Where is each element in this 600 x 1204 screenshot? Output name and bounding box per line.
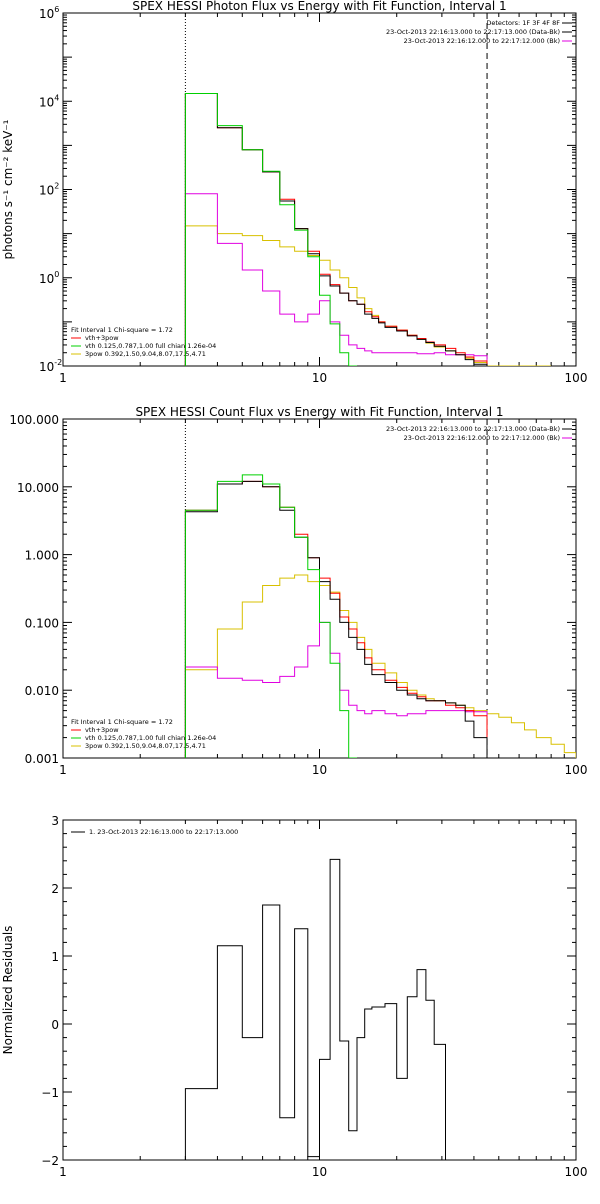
y-tick-label: 10.000: [17, 481, 59, 495]
chart-title: SPEX HESSI Photon Flux vs Energy with Fi…: [132, 0, 506, 13]
x-tick-label: 100: [565, 371, 588, 385]
series-vth-3pow-line: [184, 480, 488, 758]
series-vth-line: [184, 474, 357, 758]
y-axis-label: Normalized Residuals: [1, 926, 15, 1055]
y-tick-label: 100.000: [9, 413, 59, 427]
y-tick-label: 0: [51, 1018, 59, 1032]
legend-top-entry: 23-Oct-2013 22:16:13.000 to 22:17:13.000…: [386, 28, 560, 36]
panel-3: 1 10 100 −2 −1 0 1 2 3 Normalized Residuals 1. 23-…: [1, 814, 587, 1179]
series-background-line: [184, 193, 488, 366]
y-tick-label: 1.000: [25, 549, 59, 563]
legend-top-entry: 23-Oct-2013 22:16:12.000 to 22:17:12.000…: [404, 434, 560, 442]
y-tick-label: 0.001: [25, 752, 59, 766]
legend-bottom-entry: Fit Interval 1 Chi-square = 1.72: [71, 718, 173, 726]
series-vth-3pow-line: [184, 93, 488, 366]
y-tick-label: 102: [39, 182, 59, 198]
legend-bottom-entry: 3pow 0.392,1.50,9.04,8.07,17.5,4.71: [85, 742, 206, 750]
y-tick-label: 1: [51, 950, 59, 964]
series-vth-line: [184, 93, 357, 366]
series-group: [184, 93, 552, 366]
series-data-line: [184, 480, 488, 758]
series-data-line: [184, 93, 488, 366]
y-tick-label: 100: [39, 270, 59, 286]
y-tick-label: 106: [39, 5, 59, 21]
y-tick-label: −2: [41, 1154, 59, 1168]
x-tick-label: 100: [565, 1165, 588, 1179]
x-tick-label: 10: [312, 1165, 327, 1179]
legend-bottom-entry: vth 0.125,0.787,1.00 full chian 1.26e-04: [85, 342, 216, 350]
x-tick-label: 1: [59, 763, 67, 777]
legend-bottom-entry: vth+3pow: [85, 726, 119, 734]
series-3pow-line: [184, 574, 576, 758]
y-tick-label: 0.010: [25, 684, 59, 698]
x-tick-label: 1: [59, 371, 67, 385]
chart-title: SPEX HESSI Count Flux vs Energy with Fit…: [135, 405, 503, 419]
series-background-line: [184, 621, 488, 758]
legend-bottom-entry: 3pow 0.392,1.50,9.04,8.07,17.5,4.71: [85, 350, 206, 358]
y-tick-label: 104: [39, 93, 59, 109]
x-tick-label: 10: [312, 371, 327, 385]
series-group: [184, 474, 576, 758]
y-tick-label: −1: [41, 1086, 59, 1100]
legend-bottom-entry: Fit Interval 1 Chi-square = 1.72: [71, 326, 173, 334]
panel-1: SPEX HESSI Photon Flux vs Energy with Fi…: [1, 0, 587, 385]
legend-top-entry: 23-Oct-2013 22:16:12.000 to 22:17:12.000…: [404, 37, 560, 45]
x-tick-label: 100: [565, 763, 588, 777]
y-axis-label: photons s⁻¹ cm⁻² keV⁻¹: [1, 119, 15, 259]
legend-top-entry: 23-Oct-2013 22:16:13.000 to 22:17:13.000…: [386, 425, 560, 433]
y-tick-label: 3: [51, 814, 59, 828]
x-tick-label: 10: [312, 763, 327, 777]
series-3pow-line: [184, 225, 552, 366]
legend-bottom-entry: vth+3pow: [85, 334, 119, 342]
legend-top-entry: Detectors: 1F 3F 4F 8F: [486, 19, 560, 27]
panel-2: SPEX HESSI Count Flux vs Energy with Fit…: [9, 405, 587, 777]
x-tick-label: 1: [59, 1165, 67, 1179]
y-tick-label: 10-2: [39, 358, 62, 374]
legend-bottom-entry: vth 0.125,0.787,1.00 full chian 1.26e-04: [85, 734, 216, 742]
series-group: [184, 858, 446, 1160]
legend-top-entry: 1. 23-Oct-2013 22:16:13.000 to 22:17:13.…: [89, 828, 238, 836]
y-tick-label: 2: [51, 882, 59, 896]
series-1-23-oct-2013-22-16-13-000-to-22-17-13-000-line: [184, 858, 446, 1160]
y-tick-label: 0.100: [25, 616, 59, 630]
